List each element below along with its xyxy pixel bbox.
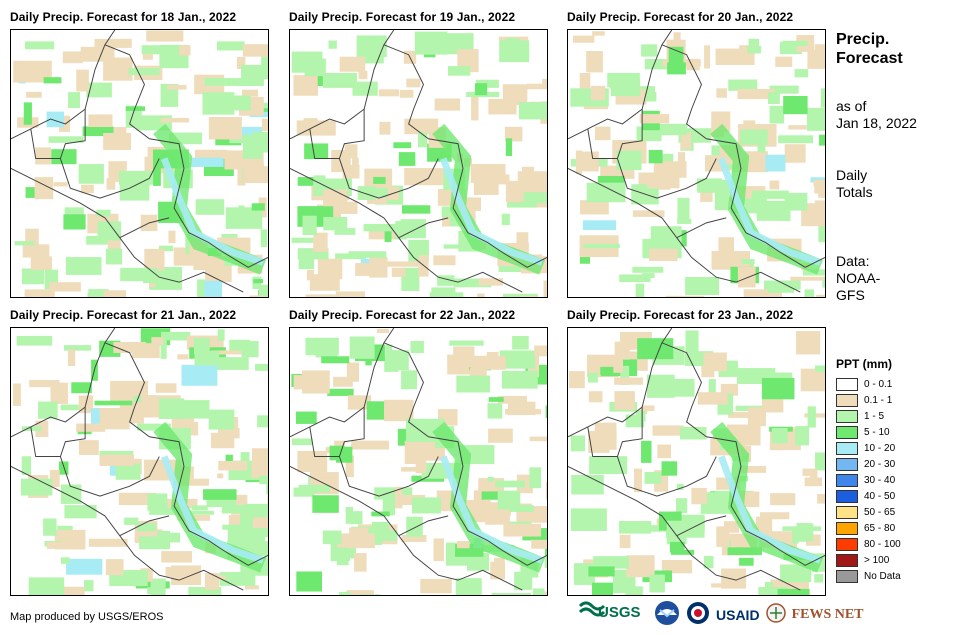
legend-swatch xyxy=(836,394,858,407)
legend-label: 0 - 0.1 xyxy=(864,379,893,390)
precip-map xyxy=(10,29,269,298)
forecast-panel: Daily Precip. Forecast for 18 Jan., 2022 xyxy=(10,10,270,300)
panel-title: Daily Precip. Forecast for 18 Jan., 2022 xyxy=(10,10,237,24)
precip-map xyxy=(289,327,548,596)
data-source: Data: NOAA- GFS xyxy=(836,253,880,304)
panel-title: Daily Precip. Forecast for 21 Jan., 2022 xyxy=(10,308,237,322)
side-title: Precip. Forecast xyxy=(836,30,903,68)
panel-title: Daily Precip. Forecast for 20 Jan., 2022 xyxy=(567,10,794,24)
legend-label: 0.1 - 1 xyxy=(864,395,893,406)
credit-text: Map produced by USGS/EROS xyxy=(10,611,164,623)
legend-swatch xyxy=(836,554,858,567)
usaid-logo: USAID xyxy=(716,607,760,623)
legend-title: PPT (mm) xyxy=(836,357,893,371)
noaa-logo xyxy=(654,600,680,631)
legend-item: 0.1 - 1 xyxy=(836,393,901,408)
legend-item: 65 - 80 xyxy=(836,521,901,536)
title-line-1: Precip. xyxy=(836,31,890,48)
legend-swatch xyxy=(836,426,858,439)
daily-totals-note: Daily Totals xyxy=(836,167,873,201)
legend-label: 20 - 30 xyxy=(864,459,896,470)
precip-map xyxy=(289,29,548,298)
precip-map xyxy=(567,327,826,596)
as-of-date: as of Jan 18, 2022 xyxy=(836,98,917,132)
legend-swatch xyxy=(836,442,858,455)
legend-label: No Data xyxy=(864,571,901,582)
as-of-line-2: Jan 18, 2022 xyxy=(836,115,917,131)
usgs-logo-text: USGS xyxy=(598,604,641,621)
legend-item: 10 - 20 xyxy=(836,441,901,456)
legend-label: 30 - 40 xyxy=(864,475,896,486)
legend-item: No Data xyxy=(836,569,901,584)
legend-item: 5 - 10 xyxy=(836,425,901,440)
forecast-panel: Daily Precip. Forecast for 19 Jan., 2022 xyxy=(289,10,549,300)
data-line-3: GFS xyxy=(836,287,865,303)
precip-legend: PPT (mm) 0 - 0.1 0.1 - 1 1 - 5 5 - 10 10 - 2… xyxy=(836,357,901,585)
panel-title: Daily Precip. Forecast for 19 Jan., 2022 xyxy=(289,10,516,24)
data-line-2: NOAA- xyxy=(836,270,881,286)
legend-swatch xyxy=(836,410,858,423)
legend-label: 65 - 80 xyxy=(864,523,896,534)
fews-net-logo: FEWS NET xyxy=(791,607,864,622)
legend-swatch xyxy=(836,474,858,487)
legend-item: 50 - 65 xyxy=(836,505,901,520)
precip-map xyxy=(10,327,269,596)
panel-title: Daily Precip. Forecast for 23 Jan., 2022 xyxy=(567,308,794,322)
legend-swatch xyxy=(836,522,858,535)
legend-label: 10 - 20 xyxy=(864,443,896,454)
panel-title: Daily Precip. Forecast for 22 Jan., 2022 xyxy=(289,308,516,322)
forecast-panel: Daily Precip. Forecast for 20 Jan., 2022 xyxy=(567,10,827,300)
legend-label: > 100 xyxy=(864,555,890,566)
legend-item: 0 - 0.1 xyxy=(836,377,901,392)
usgs-logo: USGS xyxy=(578,600,648,631)
legend-label: 5 - 10 xyxy=(864,427,890,438)
title-line-2: Forecast xyxy=(836,50,903,67)
legend-item: 40 - 50 xyxy=(836,489,901,504)
forecast-panel: Daily Precip. Forecast for 23 Jan., 2022 xyxy=(567,308,827,598)
legend-label: 80 - 100 xyxy=(864,539,901,550)
precip-map xyxy=(567,29,826,298)
as-of-line-1: as of xyxy=(836,98,867,114)
legend-item: 1 - 5 xyxy=(836,409,901,424)
daily-line-2: Totals xyxy=(836,184,873,200)
legend-swatch xyxy=(836,538,858,551)
legend-swatch xyxy=(836,490,858,503)
legend-swatch xyxy=(836,506,858,519)
partner-logos: USGS USAID FEWS NET xyxy=(578,600,864,630)
data-line-1: Data: xyxy=(836,253,870,269)
legend-swatch xyxy=(836,458,858,471)
legend-item: 30 - 40 xyxy=(836,473,901,488)
legend-items: 0 - 0.1 0.1 - 1 1 - 5 5 - 10 10 - 20 20 - 30 3… xyxy=(836,377,901,584)
usaid-seal-icon xyxy=(686,601,710,630)
fews-net-logo-icon xyxy=(765,602,786,628)
daily-line-1: Daily xyxy=(836,167,868,183)
legend-label: 1 - 5 xyxy=(864,411,885,422)
legend-label: 50 - 65 xyxy=(864,507,896,518)
legend-item: 80 - 100 xyxy=(836,537,901,552)
legend-swatch xyxy=(836,570,858,583)
forecast-panel: Daily Precip. Forecast for 22 Jan., 2022 xyxy=(289,308,549,598)
legend-item: 20 - 30 xyxy=(836,457,901,472)
legend-item: > 100 xyxy=(836,553,901,568)
forecast-panel: Daily Precip. Forecast for 21 Jan., 2022 xyxy=(10,308,270,598)
legend-swatch xyxy=(836,378,858,391)
legend-label: 40 - 50 xyxy=(864,491,896,502)
